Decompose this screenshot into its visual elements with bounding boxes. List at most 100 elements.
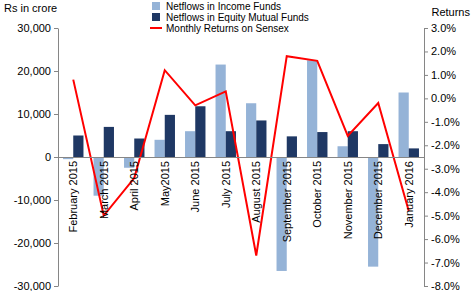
bar: [195, 106, 205, 157]
y2-tick-label: -1.0%: [431, 116, 460, 128]
x-tick-label: January 2016: [403, 161, 415, 228]
y2-tick-label: -2.0%: [431, 139, 460, 151]
y2-tick-label: 2.0%: [431, 45, 456, 57]
y2-tick: 0.0%: [424, 92, 456, 104]
y2-tick-label: 0.0%: [431, 92, 456, 104]
y2-tick-label: -6.0%: [431, 233, 460, 245]
y-tick-mark: [54, 114, 58, 115]
y-tick: 20,000: [17, 65, 58, 77]
y2-tick: -3.0%: [424, 163, 460, 175]
y2-tick: -6.0%: [424, 233, 460, 245]
y2-tick-mark: [424, 145, 428, 146]
x-tick: June 2015: [189, 161, 201, 212]
y-tick-label: 30,000: [17, 22, 51, 34]
x-tick-label: September 2015: [281, 161, 293, 242]
y2-tick-mark: [424, 98, 428, 99]
y-axis-line: [58, 29, 59, 287]
legend-swatch: [152, 13, 160, 21]
bar: [287, 136, 297, 157]
y-tick-label: -10,000: [14, 194, 51, 206]
y2-tick: 1.0%: [424, 69, 456, 81]
legend-item: Monthly Returns on Sensex: [150, 23, 289, 34]
y2-tick: 2.0%: [424, 45, 456, 57]
x-tick: February 2015: [67, 161, 79, 233]
y2-tick: 3.0%: [424, 22, 456, 34]
y2-tick-mark: [424, 122, 428, 123]
chart: February 2015March 2015April 2015May2015…: [0, 0, 474, 291]
y2-tick-mark: [424, 216, 428, 217]
bar: [104, 127, 114, 157]
x-tick: October 2015: [311, 161, 323, 228]
y-tick-label: 20,000: [17, 65, 51, 77]
plot-area: [63, 56, 419, 271]
y-tick-mark: [54, 71, 58, 72]
y-tick: 0: [45, 151, 58, 163]
y2-tick-mark: [424, 51, 428, 52]
y-tick-label: 10,000: [17, 108, 51, 120]
x-tick-label: October 2015: [311, 161, 323, 228]
legend: Netflows in Income FundsNetflows in Equi…: [150, 1, 309, 34]
bar: [399, 93, 409, 158]
y2-tick-mark: [424, 75, 428, 76]
y-tick-mark: [54, 28, 58, 29]
y2-tick: -7.0%: [424, 257, 460, 269]
x-tick: December 2015: [372, 161, 384, 239]
legend-swatch: [152, 2, 160, 10]
y-tick-label: 0: [45, 151, 51, 163]
x-tick-label: December 2015: [372, 161, 384, 239]
x-tick: November 2015: [342, 161, 354, 239]
y-tick: -20,000: [14, 237, 58, 249]
y2-axis-title: Returns: [431, 6, 470, 18]
bar: [165, 115, 175, 157]
x-tick: March 2015: [98, 161, 110, 219]
bar: [216, 65, 226, 157]
legend-label: Monthly Returns on Sensex: [166, 23, 289, 34]
bar: [185, 131, 195, 157]
y2-tick: -1.0%: [424, 116, 460, 128]
bar: [256, 120, 266, 157]
y-tick-mark: [54, 200, 58, 201]
bar: [307, 60, 317, 157]
legend-label: Netflows in Income Funds: [166, 1, 281, 12]
bar: [155, 140, 165, 157]
legend-swatch: [150, 27, 162, 29]
y2-tick-label: -7.0%: [431, 257, 460, 269]
y-axis-title: Rs in crore: [4, 2, 57, 14]
y2-tick: -2.0%: [424, 139, 460, 151]
y2-axis-line: [424, 29, 425, 287]
x-tick-label: February 2015: [67, 161, 79, 233]
y-axis: -30,000 -20,000 -10,000 0 10,000 20,000 30,000: [14, 22, 59, 291]
x-tick: January 2016: [403, 161, 415, 228]
bar-series: [63, 60, 409, 271]
y2-tick-label: -5.0%: [431, 210, 460, 222]
y2-tick-label: 1.0%: [431, 69, 456, 81]
bar: [338, 146, 348, 157]
bar: [378, 144, 388, 157]
bar: [246, 103, 256, 157]
y2-tick-label: -4.0%: [431, 186, 460, 198]
line: [73, 56, 409, 255]
y2-axis: 3.0% 2.0% 1.0% 0.0% -1.0% -2.0% -3.0% -4.0% -5.0…: [424, 22, 460, 291]
y-tick: -10,000: [14, 194, 58, 206]
y2-tick-mark: [424, 286, 428, 287]
x-tick-label: August 2015: [250, 161, 262, 223]
x-tick: September 2015: [281, 161, 293, 242]
legend-item: Netflows in Equity Mutual Funds: [152, 12, 309, 23]
bar: [73, 136, 83, 158]
y2-tick-label: 3.0%: [431, 22, 456, 34]
y-tick-mark: [54, 286, 58, 287]
x-axis: February 2015March 2015April 2015May2015…: [59, 158, 425, 243]
y2-tick-label: -3.0%: [431, 163, 460, 175]
y2-tick-mark: [424, 239, 428, 240]
x-axis-line: [59, 157, 425, 158]
y2-tick-label: -8.0%: [431, 280, 460, 291]
x-tick-label: July 2015: [220, 161, 232, 208]
x-tick-label: March 2015: [98, 161, 110, 219]
x-tick-label: June 2015: [189, 161, 201, 212]
y-tick: 10,000: [17, 108, 58, 120]
y-tick-mark: [54, 243, 58, 244]
y-tick: -30,000: [14, 280, 58, 291]
x-tick: July 2015: [220, 161, 232, 208]
bar: [317, 132, 327, 157]
y2-tick-mark: [424, 192, 428, 193]
